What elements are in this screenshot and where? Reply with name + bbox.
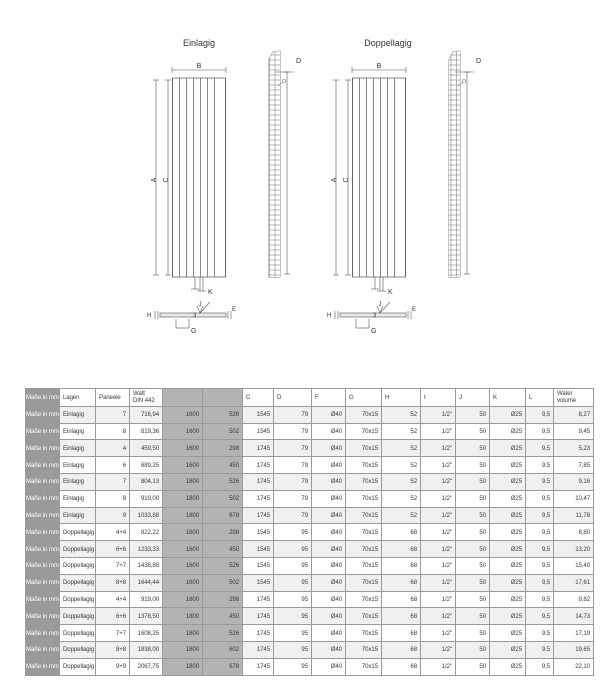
svg-text:C: C [163,177,170,182]
svg-text:B: B [377,63,382,70]
svg-text:C: C [343,177,350,182]
svg-text:G: G [191,328,196,335]
svg-text:A: A [151,177,158,182]
svg-text:D: D [296,58,301,65]
svg-text:E: E [412,307,416,313]
svg-text:D: D [476,58,481,65]
svg-text:H: H [327,313,331,319]
svg-text:G: G [371,328,376,335]
svg-text:Einlagig: Einlagig [183,38,215,48]
svg-text:B: B [197,63,202,70]
svg-text:K: K [388,289,393,296]
svg-text:A: A [331,177,338,182]
svg-text:E: E [232,307,236,313]
svg-text:J: J [199,302,202,308]
svg-text:K: K [208,289,213,296]
svg-text:J: J [379,302,382,308]
svg-text:Doppellagig: Doppellagig [364,38,412,48]
svg-text:H: H [147,313,151,319]
